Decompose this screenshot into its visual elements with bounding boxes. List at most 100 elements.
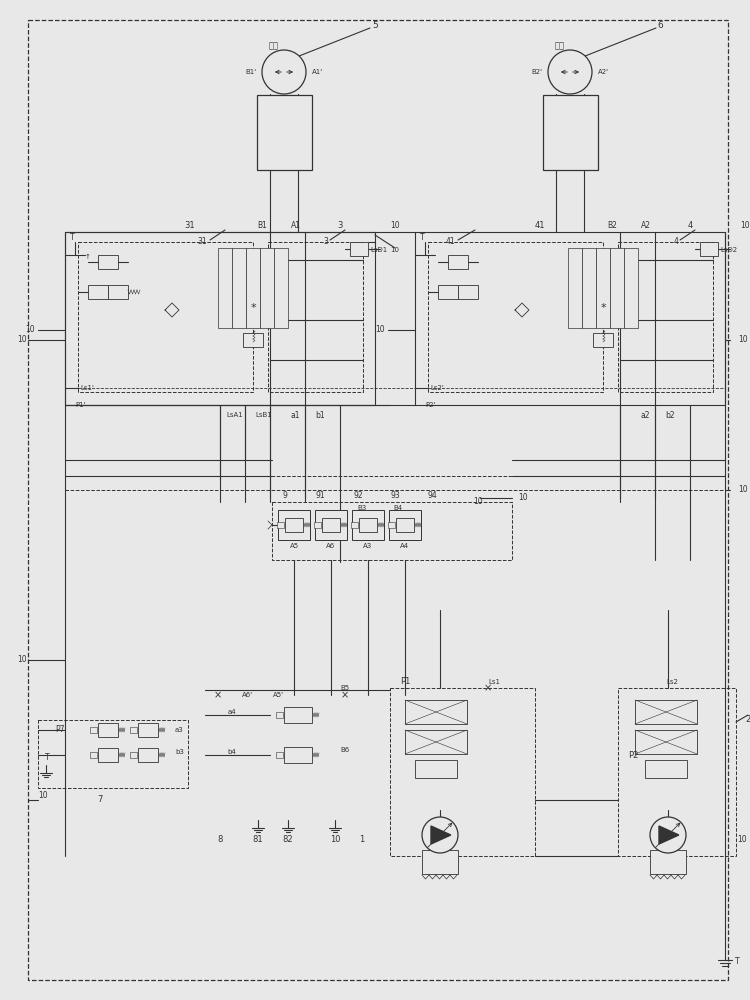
- Bar: [285, 518, 303, 532]
- Text: 5: 5: [372, 21, 378, 30]
- Bar: [635, 730, 697, 754]
- Bar: [232, 248, 246, 328]
- Bar: [90, 752, 97, 758]
- Bar: [624, 248, 638, 328]
- Bar: [276, 752, 283, 758]
- Text: ×: ×: [484, 683, 492, 693]
- Text: B5: B5: [340, 685, 350, 691]
- Text: A5: A5: [290, 543, 298, 549]
- Text: Ls2': Ls2': [430, 385, 444, 391]
- Bar: [284, 747, 312, 763]
- Bar: [138, 723, 158, 737]
- Text: A1: A1: [291, 222, 301, 231]
- Text: 9: 9: [283, 491, 287, 500]
- Bar: [543, 95, 598, 170]
- Text: 10: 10: [17, 336, 27, 344]
- Text: 6: 6: [657, 21, 663, 30]
- Text: b2: b2: [665, 410, 675, 420]
- Text: A6': A6': [242, 692, 253, 698]
- Text: a2: a2: [640, 410, 650, 420]
- Bar: [138, 748, 158, 762]
- Text: b4: b4: [228, 749, 236, 755]
- Text: 91: 91: [315, 491, 325, 500]
- Bar: [700, 242, 718, 256]
- Text: 10: 10: [740, 222, 750, 231]
- Text: 10: 10: [390, 222, 400, 231]
- Bar: [78, 242, 253, 392]
- Bar: [108, 285, 128, 299]
- Text: Ls1': Ls1': [80, 385, 94, 391]
- Bar: [278, 510, 310, 540]
- Bar: [314, 522, 321, 528]
- Bar: [272, 502, 512, 560]
- Bar: [350, 242, 368, 256]
- Text: 10: 10: [17, 656, 27, 664]
- Bar: [448, 255, 468, 269]
- Text: Ls1: Ls1: [488, 679, 500, 685]
- Text: 10: 10: [38, 790, 48, 800]
- Text: T: T: [735, 958, 740, 966]
- Bar: [458, 285, 478, 299]
- Bar: [650, 850, 686, 874]
- Text: a3: a3: [175, 727, 184, 733]
- Text: 31: 31: [197, 237, 207, 246]
- Text: b1: b1: [315, 410, 325, 420]
- Text: LsB1: LsB1: [256, 412, 272, 418]
- Text: 7: 7: [98, 796, 103, 804]
- Text: P2: P2: [628, 750, 638, 760]
- Text: P2': P2': [425, 402, 435, 408]
- Text: B1: B1: [257, 222, 267, 231]
- Text: A6: A6: [326, 543, 336, 549]
- Text: 回转: 回转: [555, 41, 565, 50]
- Bar: [645, 760, 687, 778]
- Text: B4: B4: [394, 505, 403, 511]
- Text: 10: 10: [738, 336, 748, 344]
- Text: ↑: ↑: [85, 254, 91, 260]
- Text: 4: 4: [674, 237, 678, 246]
- Text: P1': P1': [75, 402, 86, 408]
- Bar: [38, 720, 188, 788]
- Text: A2': A2': [598, 69, 609, 75]
- Bar: [618, 242, 713, 392]
- Text: LsD2: LsD2: [720, 247, 737, 253]
- Bar: [98, 748, 118, 762]
- Text: *: *: [251, 303, 256, 313]
- Bar: [389, 510, 421, 540]
- Text: 10: 10: [518, 493, 528, 502]
- Bar: [246, 248, 260, 328]
- Bar: [582, 248, 596, 328]
- Bar: [610, 248, 624, 328]
- Text: 2: 2: [746, 716, 750, 724]
- Bar: [593, 333, 613, 347]
- Text: a4: a4: [228, 709, 236, 715]
- Bar: [359, 518, 377, 532]
- Text: B6: B6: [340, 747, 350, 753]
- Text: T: T: [420, 232, 424, 241]
- Text: LsA1: LsA1: [226, 412, 243, 418]
- Bar: [596, 248, 610, 328]
- Bar: [90, 727, 97, 733]
- Bar: [352, 510, 384, 540]
- Text: 82: 82: [283, 836, 293, 844]
- Text: *: *: [600, 303, 606, 313]
- Text: A5': A5': [272, 692, 284, 698]
- Text: A3: A3: [363, 543, 373, 549]
- Bar: [618, 688, 736, 856]
- Bar: [428, 242, 603, 392]
- Circle shape: [262, 50, 306, 94]
- Bar: [315, 510, 347, 540]
- Bar: [98, 255, 118, 269]
- Bar: [405, 730, 467, 754]
- Text: 10: 10: [375, 326, 385, 334]
- Bar: [268, 242, 363, 392]
- Bar: [396, 518, 414, 532]
- Text: T: T: [70, 232, 74, 241]
- Text: 1: 1: [359, 836, 364, 844]
- Text: 10: 10: [737, 836, 747, 844]
- Text: P7: P7: [55, 726, 64, 734]
- Circle shape: [422, 817, 458, 853]
- Bar: [130, 752, 137, 758]
- Text: B3: B3: [357, 505, 367, 511]
- Bar: [388, 522, 395, 528]
- Bar: [635, 700, 697, 724]
